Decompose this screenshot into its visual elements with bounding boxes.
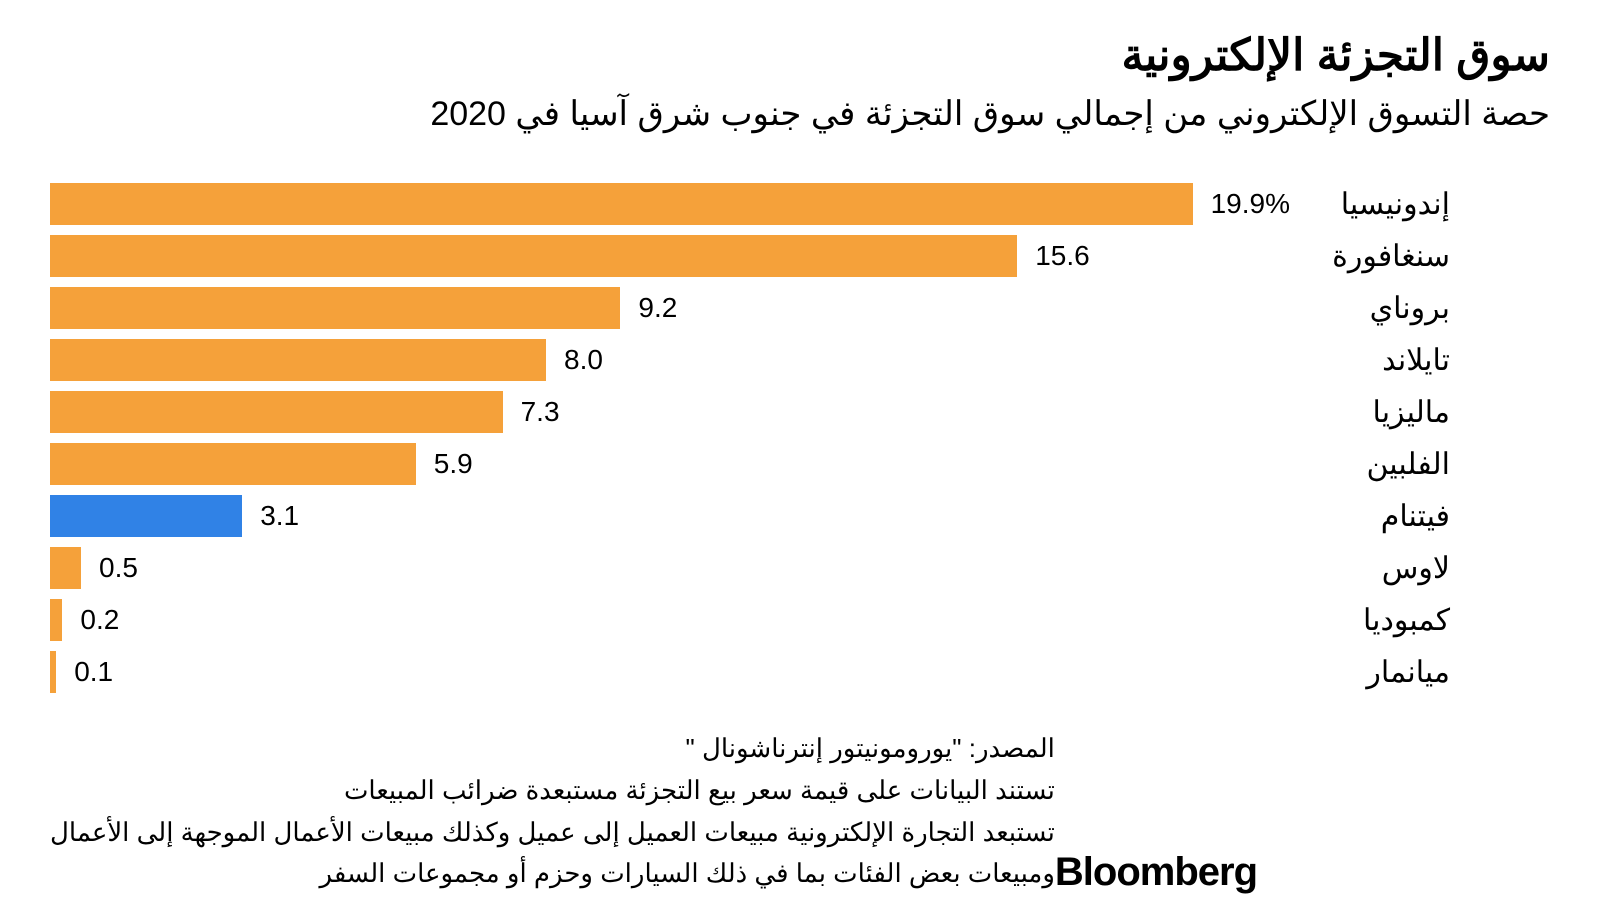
note-line: ومبيعات بعض الفئات بما في ذلك السيارات و… (50, 853, 1055, 895)
value-label: 5.9 (416, 448, 473, 480)
bloomberg-logo: Bloomberg (1055, 850, 1257, 895)
value-label: 8.0 (546, 344, 603, 376)
bar-chart: إندونيسيا19.9%سنغافورة15.6بروناي9.2تايلا… (50, 178, 1450, 698)
bar (50, 183, 1193, 225)
bar-area: 3.1 (50, 495, 1290, 537)
bar-area: 0.1 (50, 651, 1290, 693)
country-label: تايلاند (1290, 343, 1450, 378)
bar-area: 8.0 (50, 339, 1290, 381)
bar (50, 339, 546, 381)
bar-row: كمبوديا 0.2 (50, 594, 1450, 646)
note-line: المصدر: "يورومونيتور إنترناشونال " (50, 728, 1055, 770)
bar-area: 19.9% (50, 183, 1290, 225)
chart-subtitle: حصة التسوق الإلكتروني من إجمالي سوق التج… (50, 91, 1550, 139)
bar-row: إندونيسيا19.9% (50, 178, 1450, 230)
value-label: 9.2 (620, 292, 677, 324)
value-label: 0.5 (81, 552, 138, 584)
bar-area: 0.5 (50, 547, 1290, 589)
value-label: 0.2 (62, 604, 119, 636)
country-label: إندونيسيا (1290, 187, 1450, 222)
bar-row: فيتنام 3.1 (50, 490, 1450, 542)
country-label: لاوس (1290, 551, 1450, 586)
country-label: ميانمار (1290, 655, 1450, 690)
bar-area: 9.2 (50, 287, 1290, 329)
value-label: 15.6 (1017, 240, 1090, 272)
bar-row: بروناي 9.2 (50, 282, 1450, 334)
country-label: بروناي (1290, 291, 1450, 326)
country-label: الفلبين (1290, 447, 1450, 482)
note-line: تستبعد التجارة الإلكترونية مبيعات العميل… (50, 812, 1055, 854)
value-label: 0.1 (56, 656, 113, 688)
bar (50, 495, 242, 537)
bar (50, 443, 416, 485)
bar-area: 0.2 (50, 599, 1290, 641)
country-label: ماليزيا (1290, 395, 1450, 430)
bar (50, 287, 620, 329)
note-line: تستند البيانات على قيمة سعر بيع التجزئة … (50, 770, 1055, 812)
chart-title: سوق التجزئة الإلكترونية (50, 30, 1550, 83)
bar (50, 235, 1017, 277)
bar-area: 7.3 (50, 391, 1290, 433)
bar-row: ماليزيا 7.3 (50, 386, 1450, 438)
bar (50, 547, 81, 589)
value-label: 19.9% (1193, 188, 1290, 220)
country-label: كمبوديا (1290, 603, 1450, 638)
bar-area: 5.9 (50, 443, 1290, 485)
value-label: 3.1 (242, 500, 299, 532)
value-label: 7.3 (503, 396, 560, 428)
bar-row: الفلبين 5.9 (50, 438, 1450, 490)
bar-row: لاوس 0.5 (50, 542, 1450, 594)
source-notes: المصدر: "يورومونيتور إنترناشونال "تستند … (50, 728, 1055, 894)
bar (50, 599, 62, 641)
country-label: فيتنام (1290, 499, 1450, 534)
bar-area: 15.6 (50, 235, 1290, 277)
country-label: سنغافورة (1290, 239, 1450, 274)
bar-row: تايلاند 8.0 (50, 334, 1450, 386)
bar (50, 391, 503, 433)
footer: Bloomberg المصدر: "يورومونيتور إنترناشون… (50, 728, 1550, 894)
bar-row: سنغافورة 15.6 (50, 230, 1450, 282)
bar-row: ميانمار 0.1 (50, 646, 1450, 698)
